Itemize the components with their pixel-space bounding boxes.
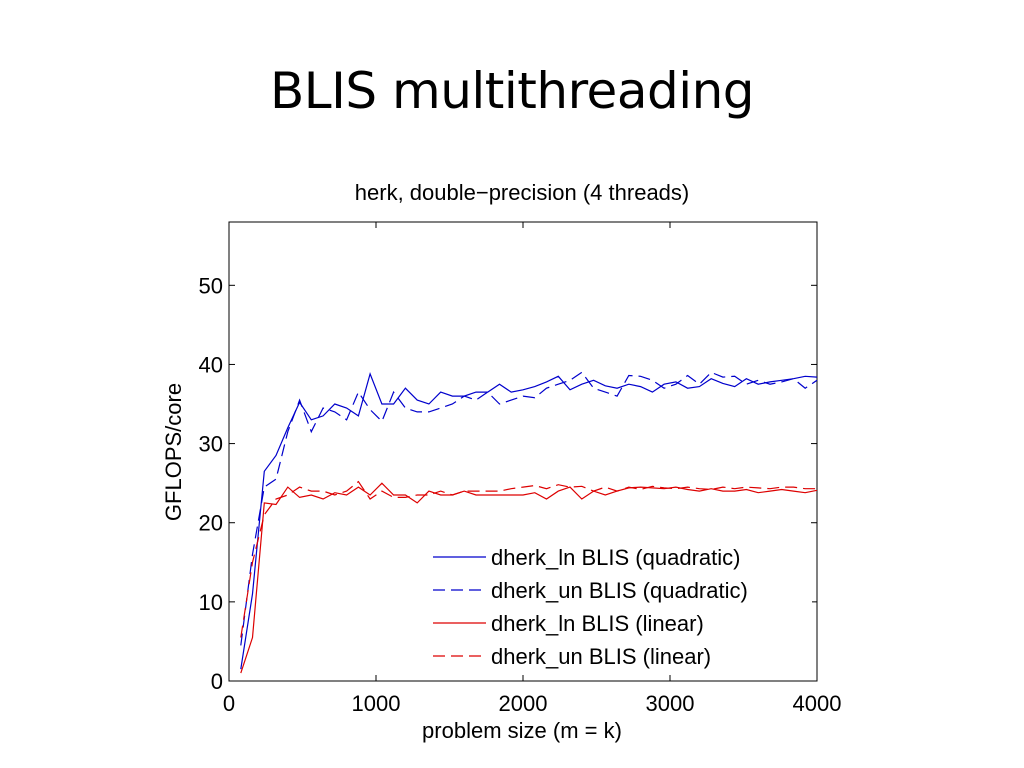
legend-box [426,538,812,674]
chart-title: herk, double−precision (4 threads) [355,180,689,205]
x-axis-label: problem size (m = k) [422,718,622,743]
y-tick-label: 0 [211,669,223,694]
y-tick-label: 10 [199,590,223,615]
legend-label-3: dherk_un BLIS (linear) [491,644,711,669]
y-axis-label: GFLOPS/core [161,383,186,521]
series-lines [240,371,818,674]
y-tick-label: 20 [199,511,223,536]
x-tick-label: 4000 [793,691,842,716]
series-line-2 [240,482,818,674]
y-tick-label: 50 [199,273,223,298]
series-line-3 [240,480,817,638]
x-tick-label: 3000 [646,691,695,716]
legend-label-1: dherk_un BLIS (quadratic) [491,578,748,603]
series-line-0 [240,372,818,670]
series-line-1 [240,371,818,646]
x-tick-label: 0 [223,691,235,716]
x-tick-label: 2000 [499,691,548,716]
x-tick-label: 1000 [352,691,401,716]
legend-label-2: dherk_ln BLIS (linear) [491,611,704,636]
y-tick-label: 40 [199,352,223,377]
axis-ticks [228,222,818,682]
legend-label-0: dherk_ln BLIS (quadratic) [491,545,740,570]
slide-title: BLIS multithreading [269,62,755,120]
y-tick-label: 30 [199,432,223,457]
axis-tick-labels: 0 1000 2000 3000 4000 0 10 20 30 40 50 [199,273,842,716]
chart-legend: dherk_ln BLIS (quadratic) dherk_un BLIS (… [426,538,812,674]
